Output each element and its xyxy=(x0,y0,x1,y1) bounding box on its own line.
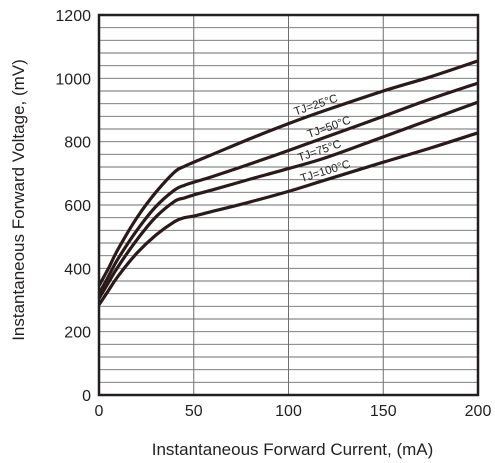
y-tick-label: 200 xyxy=(64,325,91,342)
x-tick-labels: 0 50 100 150 200 xyxy=(95,403,492,420)
y-tick-labels: 0 200 400 600 800 1000 1200 xyxy=(55,8,91,405)
x-tick-label: 100 xyxy=(275,403,302,420)
y-tick-label: 400 xyxy=(64,261,91,278)
y-tick-label: 1200 xyxy=(55,8,91,25)
y-axis-title: Instantaneous Forward Voltage, (mV) xyxy=(9,59,28,341)
major-gridlines xyxy=(193,15,384,395)
plot-frame xyxy=(97,13,480,397)
x-tick-label: 50 xyxy=(185,403,203,420)
y-tick-label: 0 xyxy=(82,388,91,405)
series-line-1 xyxy=(97,59,479,287)
series-line-4 xyxy=(97,131,479,306)
x-axis-title: Instantaneous Forward Current, (mA) xyxy=(152,440,434,459)
x-tick-label: 0 xyxy=(95,403,104,420)
x-tick-label: 150 xyxy=(370,403,397,420)
y-tick-label: 1000 xyxy=(55,71,91,88)
y-tick-label: 800 xyxy=(64,135,91,152)
series-line-3 xyxy=(97,100,479,300)
series-curves xyxy=(97,59,479,306)
y-tick-label: 600 xyxy=(64,198,91,215)
series-line-2 xyxy=(97,81,479,295)
x-tick-label: 200 xyxy=(465,403,492,420)
